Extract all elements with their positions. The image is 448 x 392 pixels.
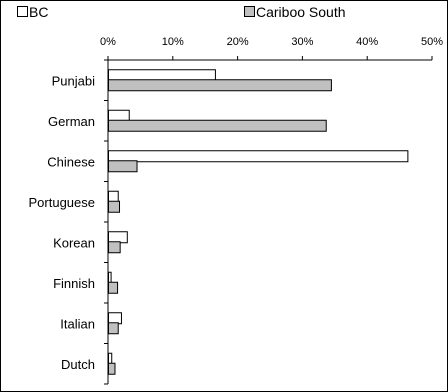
bar-cariboo-south — [108, 200, 121, 213]
bar-bc — [108, 271, 112, 284]
category-label: Dutch — [61, 357, 95, 372]
legend: BC Cariboo South — [17, 4, 346, 20]
x-tick-label: 20% — [227, 36, 249, 48]
bar-bc — [108, 352, 113, 365]
x-tick-label: 10% — [162, 36, 184, 48]
category-label: Portuguese — [29, 195, 96, 210]
category-label: Korean — [53, 235, 95, 250]
category-label: Chinese — [47, 154, 95, 169]
bar-bc — [108, 312, 122, 325]
bar-bc — [108, 231, 128, 244]
x-tick-label: 0% — [100, 36, 116, 48]
bar-cariboo-south — [108, 241, 121, 254]
bar-bc — [108, 109, 130, 122]
category-label: Italian — [60, 316, 95, 331]
legend-label-cariboo-south: Cariboo South — [256, 4, 346, 20]
bar-cariboo-south — [108, 79, 332, 92]
bar-cariboo-south — [108, 119, 327, 132]
legend-swatch-bc — [17, 6, 28, 17]
x-tick-label: 30% — [291, 36, 313, 48]
bar-cariboo-south — [108, 322, 119, 335]
legend-swatch-cariboo-south — [244, 6, 255, 17]
x-tick-label: 50% — [421, 36, 443, 48]
bars — [108, 69, 409, 375]
category-label: Finnish — [53, 276, 95, 291]
legend-label-bc: BC — [29, 4, 48, 20]
bar-bc — [108, 150, 409, 163]
bar-cariboo-south — [108, 281, 119, 294]
category-label: Punjabi — [52, 73, 95, 88]
category-label: German — [48, 114, 95, 129]
category-axis: Punjabi German Chinese Portuguese Korean Finn… — [29, 59, 108, 385]
bar-cariboo-south — [108, 160, 138, 173]
bar-bc — [108, 190, 119, 203]
bar-bc — [108, 69, 216, 82]
x-tick-label: 40% — [356, 36, 378, 48]
bar-cariboo-south — [108, 362, 116, 375]
